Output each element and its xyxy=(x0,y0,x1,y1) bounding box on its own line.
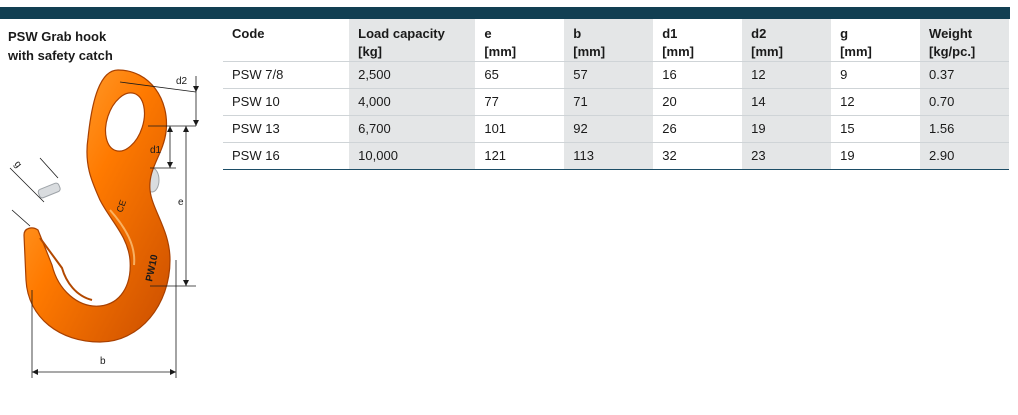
grab-hook-illustration: CE PW10 d2 d1 e g b xyxy=(9,69,199,378)
cell-weight: 0.70 xyxy=(920,88,1009,116)
table-row: PSW 16 10,000 121 113 32 23 19 2.90 xyxy=(223,142,1009,170)
cell-b: 113 xyxy=(564,142,654,170)
cell-load-capacity: 10,000 xyxy=(349,142,476,170)
col-header-weight: Weight [kg/pc.] xyxy=(920,19,1009,62)
cell-d2: 12 xyxy=(742,61,832,89)
cell-e: 77 xyxy=(475,88,565,116)
hook-marking-ce: CE xyxy=(114,199,128,214)
cell-g: 19 xyxy=(831,142,921,170)
cell-b: 92 xyxy=(564,115,654,143)
cell-d2: 14 xyxy=(742,88,832,116)
col-header-e: e [mm] xyxy=(484,26,517,59)
cell-code: PSW 16 xyxy=(223,142,350,170)
spec-table: Code Load capacity [kg] e [mm] b [mm] d1 [mm… xyxy=(223,19,1009,170)
table-row: PSW 7/8 2,500 65 57 16 12 9 0.37 xyxy=(223,61,1009,89)
header-bar xyxy=(0,7,1010,19)
cell-e: 65 xyxy=(484,67,499,82)
cell-d2: 23 xyxy=(742,142,832,170)
cell-load-capacity: 6,700 xyxy=(349,115,476,143)
col-header-d1: d1 [mm] xyxy=(662,26,694,59)
cell-weight: 2.90 xyxy=(920,142,1009,170)
cell-b: 57 xyxy=(564,61,654,89)
col-header-load-capacity: Load capacity [kg] xyxy=(349,19,476,62)
table-row: PSW 13 6,700 101 92 26 19 15 1.56 xyxy=(223,115,1009,143)
title-line-2: with safety catch xyxy=(8,48,113,63)
hook-body xyxy=(23,69,171,343)
dim-label-e: e xyxy=(178,197,184,208)
dim-label-d2: d2 xyxy=(176,76,188,87)
cell-code: PSW 13 xyxy=(223,115,350,143)
col-header-g: g [mm] xyxy=(840,26,872,59)
dim-label-g: g xyxy=(12,159,24,170)
cell-code: PSW 10 xyxy=(223,88,350,116)
col-header-d2: d2 [mm] xyxy=(742,19,832,62)
cell-d1: 26 xyxy=(653,115,743,143)
dimension-lines xyxy=(9,76,197,378)
cell-e: 121 xyxy=(475,142,565,170)
dim-label-d1: d1 xyxy=(150,145,162,156)
cell-b: 71 xyxy=(564,88,654,116)
dimension-arrows xyxy=(32,86,199,375)
cell-weight: 0.37 xyxy=(920,61,1009,89)
cell-g: 15 xyxy=(831,115,921,143)
dim-label-b: b xyxy=(100,356,106,367)
cell-g: 9 xyxy=(840,67,848,82)
cell-load-capacity: 4,000 xyxy=(349,88,476,116)
table-header-row: Code Load capacity [kg] e [mm] b [mm] d1 [mm… xyxy=(223,19,1009,62)
table-row: PSW 10 4,000 77 71 20 14 12 0.70 xyxy=(223,88,1009,116)
cell-d1: 32 xyxy=(653,142,743,170)
col-header-code: Code xyxy=(232,26,265,41)
cell-weight: 1.56 xyxy=(920,115,1009,143)
title-line-1: PSW Grab hook xyxy=(8,29,107,44)
col-header-b: b [mm] xyxy=(564,19,654,62)
cell-load-capacity: 2,500 xyxy=(349,61,476,89)
cell-d1: 16 xyxy=(662,67,677,82)
product-title: PSW Grab hook with safety catch xyxy=(8,27,113,65)
cell-e: 101 xyxy=(475,115,565,143)
cell-code: PSW 7/8 xyxy=(232,67,284,82)
cell-d2: 19 xyxy=(742,115,832,143)
cell-g: 12 xyxy=(831,88,921,116)
cell-d1: 20 xyxy=(653,88,743,116)
